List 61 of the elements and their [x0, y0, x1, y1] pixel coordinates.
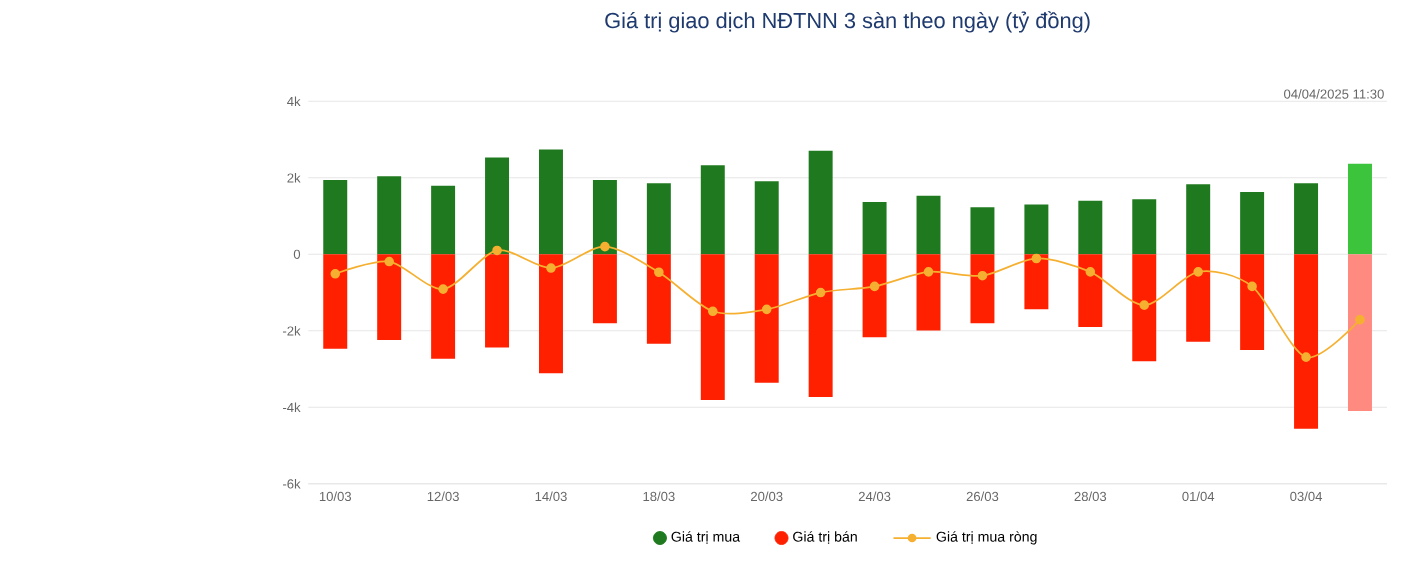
bar [377, 254, 402, 341]
bar [323, 254, 348, 350]
bar [1348, 254, 1372, 412]
point [600, 242, 610, 252]
point [1247, 281, 1257, 292]
bar [592, 180, 617, 255]
bar [1294, 254, 1319, 430]
point [546, 263, 556, 274]
chart-title: Giá trị giao dịch NĐTNN 3 sàn theo ngày (tỷ đồng) [605, 11, 1090, 33]
bar [1240, 254, 1265, 351]
point [761, 304, 772, 315]
bar [431, 186, 456, 255]
bar [646, 254, 671, 345]
point [330, 269, 341, 279]
bar [485, 157, 510, 255]
bar [700, 165, 725, 255]
point [869, 281, 880, 292]
bar [1078, 201, 1103, 255]
bar [592, 254, 617, 324]
bar [485, 254, 510, 348]
point [1031, 254, 1042, 264]
bar [1024, 254, 1049, 310]
bar [1132, 254, 1157, 362]
bar [1024, 204, 1049, 255]
bar [1348, 163, 1372, 255]
bar [1132, 199, 1157, 255]
point [1301, 352, 1311, 363]
point [492, 246, 502, 256]
bar [1186, 184, 1211, 255]
point [1355, 315, 1365, 325]
bar [1186, 254, 1211, 343]
bar [323, 180, 348, 255]
bar [916, 196, 941, 255]
point [384, 257, 394, 267]
bar [377, 176, 402, 255]
point [1085, 267, 1096, 278]
bar [862, 202, 887, 255]
bar [916, 254, 941, 331]
bar [808, 254, 833, 398]
point [977, 271, 988, 281]
bar [539, 254, 563, 374]
point [438, 284, 448, 295]
point [654, 267, 664, 278]
bar [431, 254, 456, 360]
bar [539, 149, 563, 255]
bar [646, 183, 671, 255]
point [923, 267, 934, 278]
bar [970, 254, 995, 324]
bar [808, 150, 833, 255]
point [707, 306, 718, 317]
point [1193, 267, 1203, 278]
bar [1078, 254, 1103, 328]
bar [754, 181, 779, 255]
bar [754, 254, 779, 384]
bar [1294, 183, 1319, 255]
bar [970, 207, 995, 255]
point [815, 288, 826, 298]
point [1139, 300, 1150, 311]
bar [1240, 192, 1265, 255]
bar [862, 254, 887, 338]
bar [700, 254, 725, 401]
